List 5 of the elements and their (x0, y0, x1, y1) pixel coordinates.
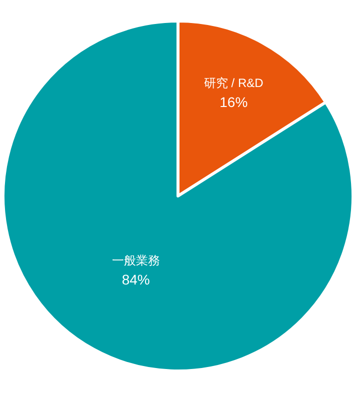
pie-slice (2, 20, 354, 372)
slice-label: 一般業務 (112, 254, 160, 268)
data-label: 84% (122, 272, 150, 288)
slice-label: 研究 / R&D (204, 76, 264, 90)
data-label: 16% (220, 94, 248, 110)
